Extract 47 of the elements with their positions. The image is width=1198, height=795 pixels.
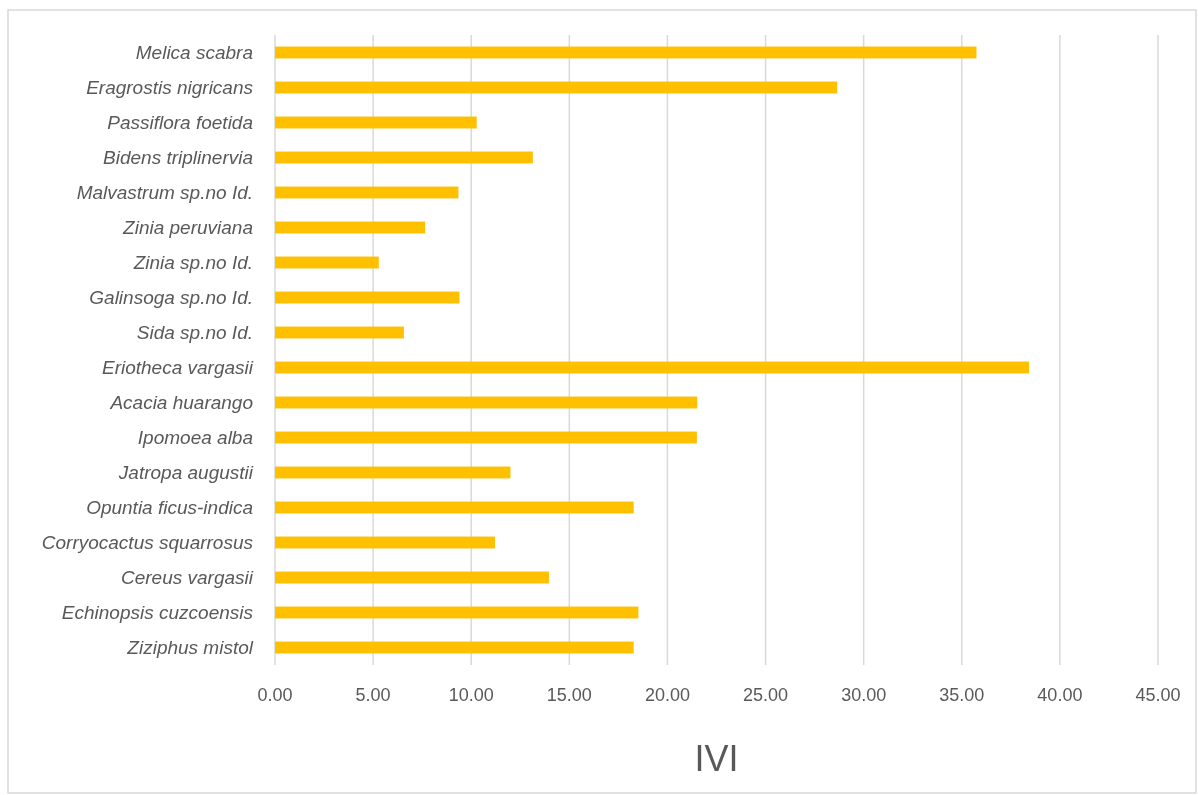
y-tick-label: Cereus vargasii: [121, 567, 254, 589]
y-tick-label: Sida sp.no Id.: [136, 322, 253, 344]
x-tick-label: 5.00: [355, 685, 391, 705]
x-tick-label: 10.00: [448, 685, 494, 705]
bar: [275, 431, 697, 444]
x-tick-label: 0.00: [257, 685, 293, 705]
x-tick-label: 45.00: [1135, 685, 1181, 705]
x-tick-label: 35.00: [939, 685, 985, 705]
x-tick-label: 30.00: [841, 685, 887, 705]
y-tick-label: Melica scabra: [135, 42, 253, 64]
bar: [275, 396, 698, 409]
bar: [275, 641, 634, 654]
x-tick-label: 25.00: [743, 685, 789, 705]
bar: [275, 46, 977, 59]
y-tick-label: Passiflora foetida: [107, 112, 253, 134]
y-tick-label: Jatropa augustii: [117, 462, 254, 484]
y-tick-label: Eriotheca vargasii: [101, 357, 254, 379]
bar: [275, 256, 379, 269]
y-tick-label: Zinia sp.no Id.: [132, 252, 253, 274]
bar: [275, 81, 838, 94]
y-tick-label: Malvastrum sp.no Id.: [76, 182, 253, 204]
y-tick-label: Opuntia ficus-indica: [86, 497, 253, 519]
y-tick-label: Bidens triplinervia: [103, 147, 253, 169]
bar: [275, 151, 533, 164]
bar: [275, 221, 426, 234]
y-tick-label: Corryocactus squarrosus: [41, 532, 254, 554]
bar: [275, 326, 404, 339]
x-tick-label: 20.00: [644, 685, 690, 705]
bar: [275, 186, 459, 199]
bar: [275, 291, 460, 304]
y-tick-label: Acacia huarango: [109, 392, 253, 414]
x-tick-label: 40.00: [1037, 685, 1083, 705]
x-tick-label: 15.00: [546, 685, 592, 705]
bar: [275, 361, 1030, 374]
y-tick-label: Ipomoea alba: [137, 427, 253, 449]
bar: [275, 606, 639, 619]
bar: [275, 571, 549, 584]
x-axis-title: IVI: [694, 738, 739, 779]
y-tick-label: Echinopsis cuzcoensis: [61, 602, 254, 624]
bar: [275, 501, 634, 514]
y-tick-label: Eragrostis nigricans: [86, 77, 254, 99]
bar: [275, 116, 477, 129]
y-tick-label: Ziziphus mistol: [126, 637, 254, 659]
y-tick-label: Galinsoga sp.no Id.: [89, 287, 253, 309]
bar: [275, 536, 495, 549]
y-tick-label: Zinia peruviana: [122, 217, 253, 239]
bar: [275, 466, 511, 479]
